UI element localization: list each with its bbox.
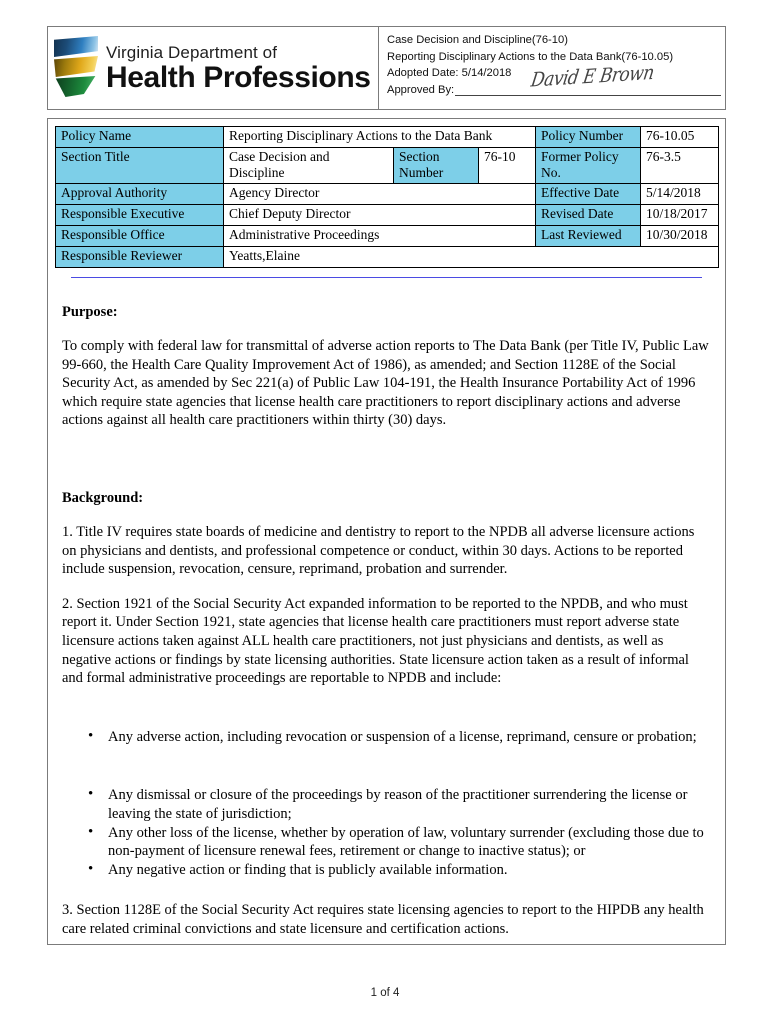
document-body: Purpose: To comply with federal law for … <box>55 269 718 938</box>
background-heading: Background: <box>62 489 144 506</box>
blue-divider-rule <box>71 277 702 278</box>
cell-section-number-value: 76-10 <box>478 147 536 184</box>
doc-meta-section-line: Case Decision and Discipline(76-10) <box>387 34 568 46</box>
document-meta-block: Case Decision and Discipline(76-10) Repo… <box>378 27 725 109</box>
spacer <box>56 430 717 464</box>
policy-metadata-table: Policy Name Reporting Disciplinary Actio… <box>55 126 719 268</box>
cell-revised-date-label: Revised Date <box>535 204 641 226</box>
cell-responsible-executive-value: Chief Deputy Director <box>223 204 536 226</box>
purpose-heading: Purpose: <box>62 304 118 320</box>
agency-name-line2: Health Professions <box>106 60 371 94</box>
table-row: Section Title Case Decision and Discipli… <box>55 147 719 184</box>
logo-band-gold <box>54 56 98 77</box>
cell-responsible-executive-label: Responsible Executive <box>55 204 224 226</box>
cell-responsible-reviewer-value: Yeatts,Elaine <box>223 246 719 268</box>
cell-effective-date-value: 5/14/2018 <box>640 183 719 205</box>
cell-responsible-reviewer-label: Responsible Reviewer <box>55 246 224 268</box>
cell-policy-number-value: 76-10.05 <box>640 126 719 148</box>
list-item: Any adverse action, including revocation… <box>56 727 717 747</box>
list-item: Any other loss of the license, whether b… <box>56 822 717 861</box>
cell-last-reviewed-label: Last Reviewed <box>535 225 641 247</box>
vdhp-ribbon-shield-logo <box>54 35 98 101</box>
cell-former-policy-no-value: 76-3.5 <box>640 147 719 184</box>
cell-responsible-office-label: Responsible Office <box>55 225 224 247</box>
list-item: Any dismissal or closure of the proceedi… <box>56 785 717 823</box>
agency-name: Virginia Department of Health Profession… <box>106 44 371 93</box>
cell-section-title-label: Section Title <box>55 147 224 184</box>
cell-policy-name-value: Reporting Disciplinary Actions to the Da… <box>223 126 536 148</box>
table-row: Responsible Office Administrative Procee… <box>55 225 719 247</box>
signature-line <box>455 94 721 96</box>
document-header: Virginia Department of Health Profession… <box>47 26 726 110</box>
cell-effective-date-label: Effective Date <box>535 183 641 205</box>
cell-approval-authority-label: Approval Authority <box>55 183 224 205</box>
reportable-actions-list: Any adverse action, including revocation… <box>56 727 717 880</box>
doc-meta-title-line: Reporting Disciplinary Actions to the Da… <box>387 50 674 63</box>
agency-logo-block: Virginia Department of Health Profession… <box>48 27 378 109</box>
purpose-paragraph: To comply with federal law for transmitt… <box>62 338 709 429</box>
background-paragraph-1: 1. Title IV requires state boards of med… <box>62 523 695 578</box>
adopted-date: Adopted Date: 5/14/2018 <box>387 67 512 79</box>
cell-revised-date-value: 10/18/2017 <box>640 204 719 226</box>
cell-section-title-value: Case Decision and Discipline <box>223 147 394 184</box>
table-row: Responsible Reviewer Yeatts,Elaine <box>55 246 719 268</box>
background-paragraph-3: 3. Section 1128E of the Social Security … <box>62 902 704 937</box>
page-body-frame: Policy Name Reporting Disciplinary Actio… <box>47 118 726 945</box>
cell-section-number-label: Section Number <box>393 147 479 184</box>
table-row: Approval Authority Agency Director Effec… <box>55 183 719 205</box>
approved-by-label: Approved By: <box>387 83 455 96</box>
logo-band-blue <box>54 36 98 57</box>
cell-responsible-office-value: Administrative Proceedings <box>223 225 536 247</box>
cell-last-reviewed-value: 10/30/2018 <box>640 225 719 247</box>
logo-band-green <box>54 76 98 97</box>
page-number: 1 of 4 <box>370 987 400 999</box>
page-footer: 1 of 4 <box>0 987 770 999</box>
table-row: Policy Name Reporting Disciplinary Actio… <box>55 126 719 148</box>
cell-policy-number-label: Policy Number <box>535 126 641 148</box>
cell-policy-name-label: Policy Name <box>55 126 224 148</box>
table-row: Responsible Executive Chief Deputy Direc… <box>55 204 719 226</box>
agency-name-line1: Virginia Department of <box>106 42 278 62</box>
approved-by-row: Approved By: <box>387 82 721 99</box>
background-paragraph-2: 2. Section 1921 of the Social Security A… <box>62 595 689 687</box>
list-item: Any negative action or finding that is p… <box>56 860 717 880</box>
cell-approval-authority-value: Agency Director <box>223 183 536 205</box>
cell-former-policy-no-label: Former Policy No. <box>535 147 641 184</box>
